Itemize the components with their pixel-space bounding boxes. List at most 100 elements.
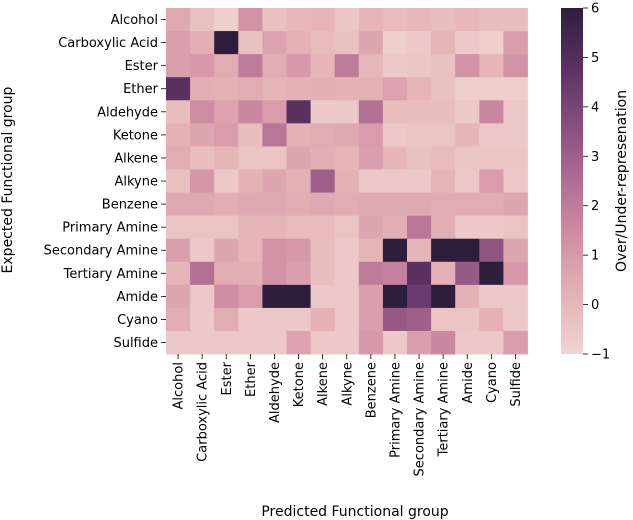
- heatmap-cell: [358, 330, 384, 355]
- heatmap-cell: [358, 77, 384, 101]
- heatmap-cell: [479, 77, 504, 101]
- heatmap-cell: [166, 215, 191, 240]
- heatmap-cell: [214, 215, 239, 240]
- heatmap-cell: [358, 100, 384, 124]
- heatmap-cell: [238, 146, 263, 170]
- heatmap-cell: [358, 284, 384, 309]
- heatmap-cell: [358, 192, 384, 217]
- heatmap-cell: [238, 284, 263, 309]
- colorbar: [561, 8, 583, 354]
- heatmap-cell: [503, 169, 528, 193]
- heatmap-cell: [262, 284, 287, 309]
- heatmap-cells: [166, 8, 528, 355]
- heatmap-cell: [238, 261, 263, 286]
- heatmap-cell: [286, 284, 311, 309]
- heatmap-cell: [238, 215, 263, 240]
- heatmap-cell: [334, 100, 360, 124]
- heatmap-cell: [166, 307, 191, 332]
- heatmap-cell: [310, 77, 336, 101]
- colorbar-tick-label: 5: [591, 51, 599, 66]
- heatmap-cell: [166, 169, 191, 193]
- heatmap-cell: [214, 54, 239, 78]
- heatmap-cell: [238, 100, 263, 124]
- heatmap-cell: [190, 77, 215, 101]
- x-tick-label: Aldehyde: [268, 362, 283, 423]
- heatmap-cell: [455, 215, 480, 240]
- x-tick-label: Alkyne: [340, 362, 355, 406]
- heatmap-cell: [286, 31, 311, 55]
- x-tick-label: Cyano: [485, 362, 500, 403]
- heatmap-cell: [310, 100, 336, 124]
- heatmap-cell: [431, 8, 456, 32]
- y-tick-label: Alcohol: [111, 13, 158, 28]
- heatmap-cell: [238, 77, 263, 101]
- heatmap-cell: [503, 238, 528, 263]
- heatmap-cell: [479, 215, 504, 240]
- heatmap-cell: [455, 192, 480, 217]
- y-tick-label: Aldehyde: [97, 105, 158, 120]
- heatmap-cell: [262, 31, 287, 55]
- heatmap-cell: [382, 238, 408, 263]
- heatmap-cell: [334, 330, 360, 355]
- heatmap-cell: [503, 330, 528, 355]
- heatmap-cell: [503, 192, 528, 217]
- heatmap-cell: [382, 169, 408, 193]
- heatmap-cell: [190, 261, 215, 286]
- heatmap-cell: [334, 215, 360, 240]
- heatmap-cell: [479, 146, 504, 170]
- heatmap-cell: [310, 169, 336, 193]
- heatmap-cell: [382, 100, 408, 124]
- heatmap-cell: [190, 100, 215, 124]
- heatmap-cell: [262, 8, 287, 32]
- y-tick-labels: Alcohol Carboxylic Acid Ester Ether Aldehyde…: [44, 13, 166, 351]
- heatmap-cell: [431, 238, 456, 263]
- heatmap-cell: [286, 54, 311, 78]
- heatmap-cell: [407, 8, 432, 32]
- y-tick-label: Benzene: [102, 198, 158, 213]
- heatmap-cell: [407, 31, 432, 55]
- heatmap-cell: [358, 307, 384, 332]
- y-tick-label: Ester: [125, 59, 159, 74]
- heatmap-cell: [334, 169, 360, 193]
- heatmap-cell: [479, 54, 504, 78]
- heatmap-cell: [358, 146, 384, 170]
- x-tick-label: Sulfide: [509, 362, 524, 407]
- heatmap-cell: [214, 100, 239, 124]
- heatmap-cell: [455, 307, 480, 332]
- heatmap-cell: [214, 123, 239, 147]
- y-tick-label: Ether: [123, 82, 159, 97]
- heatmap-cell: [407, 77, 432, 101]
- colorbar-tick-label: 0: [591, 298, 599, 313]
- heatmap-cell: [334, 261, 360, 286]
- heatmap-cell: [214, 31, 239, 55]
- heatmap-cell: [407, 261, 432, 286]
- colorbar-label: Over/Under-represenation: [614, 90, 630, 272]
- colorbar-tick-label: 3: [591, 150, 599, 165]
- x-tick-label: Benzene: [364, 362, 379, 418]
- heatmap-cell: [214, 146, 239, 170]
- heatmap-cell: [238, 54, 263, 78]
- heatmap-cell: [238, 330, 263, 355]
- heatmap-cell: [407, 238, 432, 263]
- heatmap-cell: [455, 330, 480, 355]
- heatmap-cell: [262, 100, 287, 124]
- heatmap-cell: [503, 31, 528, 55]
- colorbar-tick-label: −1: [591, 348, 610, 363]
- heatmap-cell: [431, 307, 456, 332]
- heatmap-cell: [455, 284, 480, 309]
- heatmap-cell: [455, 77, 480, 101]
- x-tick-label: Ether: [244, 361, 259, 397]
- heatmap-cell: [358, 238, 384, 263]
- heatmap-cell: [286, 8, 311, 32]
- y-tick-label: Carboxylic Acid: [58, 36, 158, 51]
- x-tick-label: Carboxylic Acid: [196, 362, 211, 462]
- heatmap-cell: [431, 77, 456, 101]
- x-tick-label: Secondary Amine: [413, 362, 428, 476]
- heatmap-cell: [190, 123, 215, 147]
- heatmap-cell: [262, 146, 287, 170]
- heatmap-cell: [382, 215, 408, 240]
- heatmap-cell: [479, 123, 504, 147]
- heatmap-cell: [166, 146, 191, 170]
- heatmap-cell: [479, 307, 504, 332]
- heatmap-cell: [503, 54, 528, 78]
